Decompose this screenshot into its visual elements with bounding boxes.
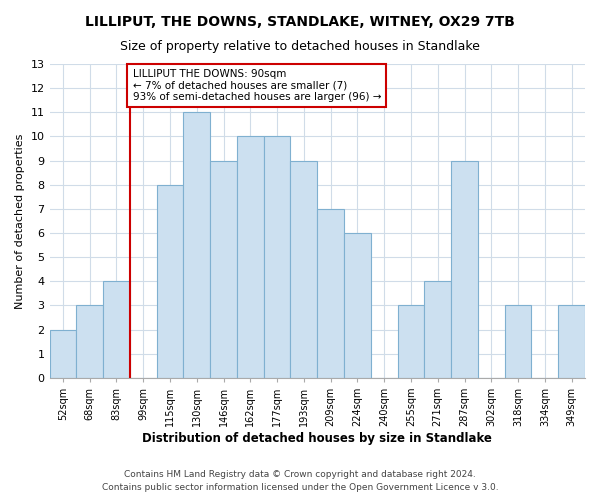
Bar (184, 112, 210, 378)
Bar (210, 160, 237, 378)
Bar (451, 160, 478, 378)
Text: LILLIPUT, THE DOWNS, STANDLAKE, WITNEY, OX29 7TB: LILLIPUT, THE DOWNS, STANDLAKE, WITNEY, … (85, 15, 515, 29)
Bar (558, 306, 585, 378)
Bar (317, 209, 344, 378)
Bar (424, 282, 451, 378)
Text: Size of property relative to detached houses in Standlake: Size of property relative to detached ho… (120, 40, 480, 53)
Bar (157, 184, 184, 378)
Bar (344, 233, 371, 378)
Bar (50, 330, 76, 378)
Y-axis label: Number of detached properties: Number of detached properties (15, 134, 25, 308)
Bar (76, 306, 103, 378)
Bar (237, 136, 264, 378)
Bar (103, 282, 130, 378)
X-axis label: Distribution of detached houses by size in Standlake: Distribution of detached houses by size … (142, 432, 492, 445)
Bar (398, 306, 424, 378)
Text: LILLIPUT THE DOWNS: 90sqm
← 7% of detached houses are smaller (7)
93% of semi-de: LILLIPUT THE DOWNS: 90sqm ← 7% of detach… (133, 69, 381, 102)
Text: Contains HM Land Registry data © Crown copyright and database right 2024.
Contai: Contains HM Land Registry data © Crown c… (101, 470, 499, 492)
Bar (505, 306, 532, 378)
Bar (290, 160, 317, 378)
Bar (264, 136, 290, 378)
